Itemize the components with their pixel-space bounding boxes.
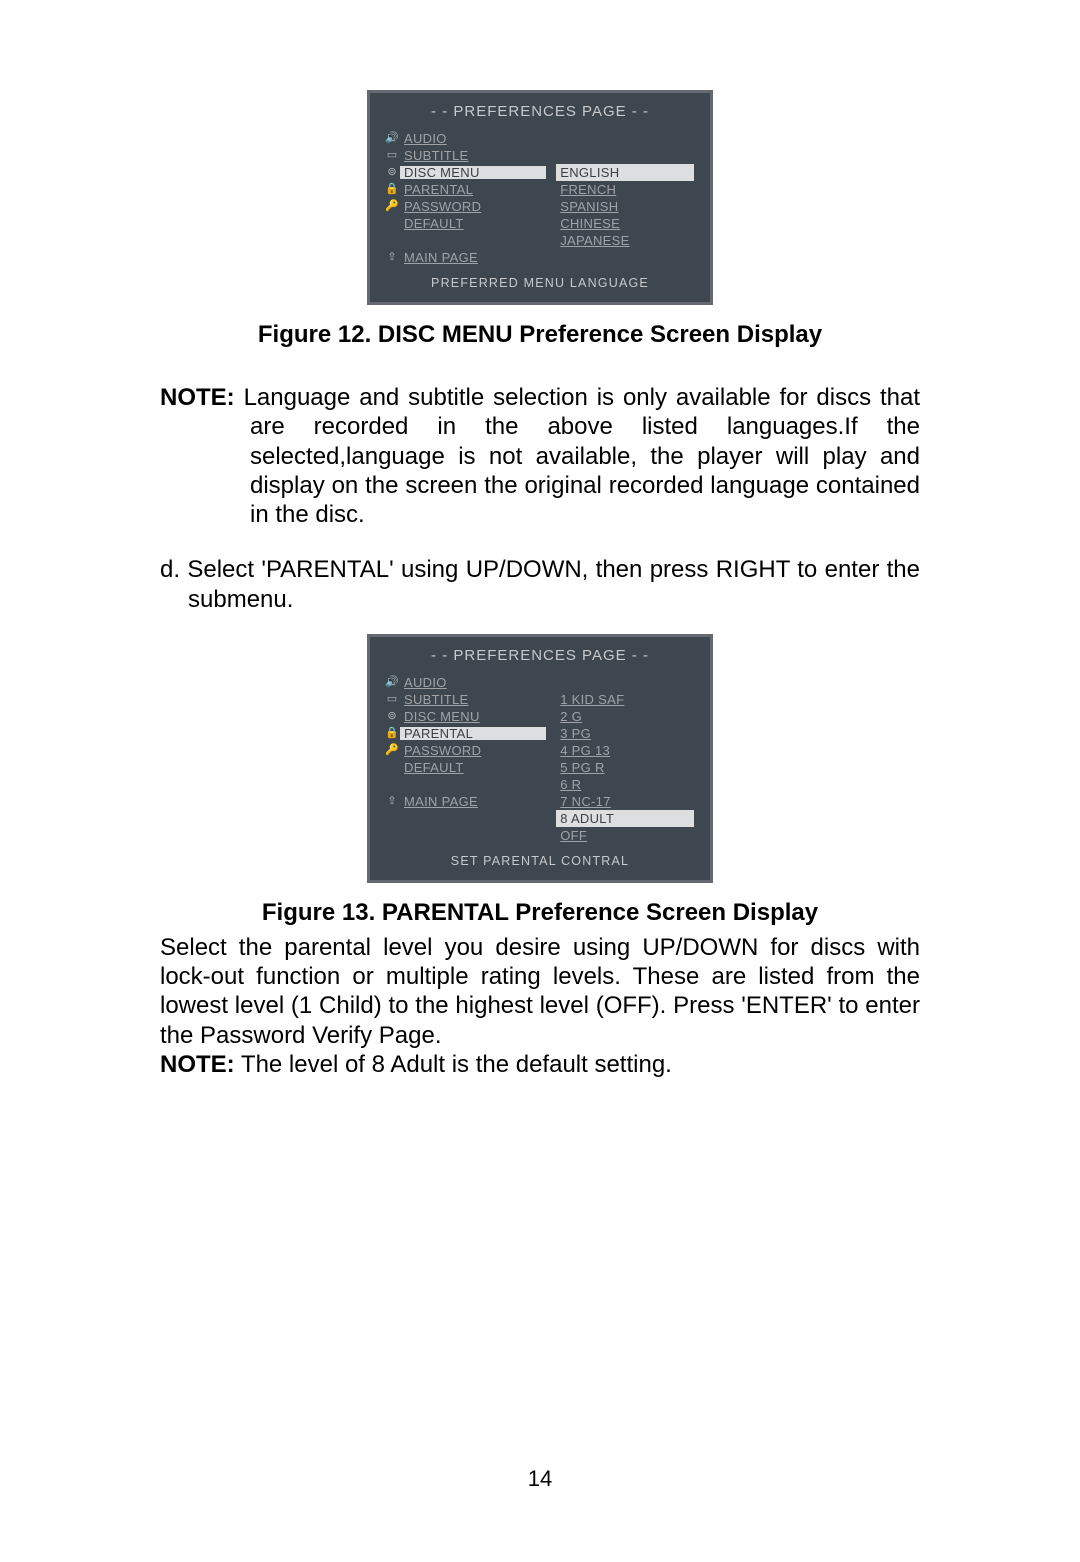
menu-option: 6 R bbox=[556, 776, 693, 793]
menu-item: 🔊AUDIO bbox=[384, 130, 546, 147]
blank-row bbox=[556, 130, 693, 147]
menu-option: 2 G bbox=[556, 708, 693, 725]
blank-row bbox=[384, 776, 546, 793]
menu-body: 🔊AUDIO▭SUBTITLE⊚DISC MENU🔒PARENTAL🔑PASSW… bbox=[380, 130, 700, 266]
menu-item: ⊚DISC MENU bbox=[384, 708, 546, 725]
menu-item-label: PARENTAL bbox=[400, 727, 546, 740]
up-arrow-icon: ⇧ bbox=[384, 795, 400, 808]
menu-item-label: AUDIO bbox=[400, 132, 546, 145]
blank-row bbox=[384, 232, 546, 249]
menu-option: SPANISH bbox=[556, 198, 693, 215]
menu-item-label: PASSWORD bbox=[400, 200, 546, 213]
menu-item: 🔒PARENTAL bbox=[384, 725, 546, 742]
menu-option: 3 PG bbox=[556, 725, 693, 742]
lock-icon: 🔒 bbox=[384, 183, 400, 196]
key-icon: 🔑 bbox=[384, 200, 400, 213]
menu-item: ⊚DISC MENU bbox=[384, 164, 546, 181]
main-page-item: ⇧MAIN PAGE bbox=[384, 249, 546, 266]
menu-item: ▭SUBTITLE bbox=[384, 691, 546, 708]
parental-body-text: Select the parental level you desire usi… bbox=[160, 933, 920, 1050]
subtitle-icon: ▭ bbox=[384, 149, 400, 162]
menu-right-column: ENGLISHFRENCHSPANISHCHINESEJAPANESE bbox=[556, 130, 693, 266]
menu-item-label: PASSWORD bbox=[400, 744, 546, 757]
menu-option: 7 NC-17 bbox=[556, 793, 693, 810]
lock-icon: 🔒 bbox=[384, 727, 400, 740]
menu-footer: PREFERRED MENU LANGUAGE bbox=[380, 276, 700, 290]
menu-option: 4 PG 13 bbox=[556, 742, 693, 759]
note-1-lead: NOTE: bbox=[160, 384, 235, 411]
menu-item-label: DISC MENU bbox=[400, 166, 546, 179]
parental-preference-screen: - - PREFERENCES PAGE - - 🔊AUDIO▭SUBTITLE… bbox=[367, 634, 713, 883]
menu-footer: SET PARENTAL CONTRAL bbox=[380, 854, 700, 868]
menu-item: 🔒PARENTAL bbox=[384, 181, 546, 198]
menu-left-column: 🔊AUDIO▭SUBTITLE⊚DISC MENU🔒PARENTAL🔑PASSW… bbox=[384, 674, 546, 844]
menu-item: 🔊AUDIO bbox=[384, 674, 546, 691]
menu-item: 🔑PASSWORD bbox=[384, 198, 546, 215]
menu-item: ▭SUBTITLE bbox=[384, 147, 546, 164]
menu-item-label: PARENTAL bbox=[400, 183, 546, 196]
disc-icon: ⊚ bbox=[384, 166, 400, 179]
figure-12-caption: Figure 12. DISC MENU Preference Screen D… bbox=[160, 321, 920, 349]
main-page-item: ⇧MAIN PAGE bbox=[384, 793, 546, 810]
main-page-label: MAIN PAGE bbox=[400, 251, 546, 264]
menu-item-label: SUBTITLE bbox=[400, 149, 546, 162]
menu-item: 🔑PASSWORD bbox=[384, 742, 546, 759]
page-number: 14 bbox=[0, 1466, 1080, 1492]
note-2-lead: NOTE: bbox=[160, 1051, 235, 1078]
menu-option: 8 ADULT bbox=[556, 810, 693, 827]
menu-option: 1 KID SAF bbox=[556, 691, 693, 708]
disc-icon: ⊚ bbox=[384, 710, 400, 723]
menu-option: JAPANESE bbox=[556, 232, 693, 249]
subtitle-icon: ▭ bbox=[384, 693, 400, 706]
menu-item-label: AUDIO bbox=[400, 676, 546, 689]
speaker-icon: 🔊 bbox=[384, 676, 400, 689]
note-1: NOTE: Language and subtitle selection is… bbox=[160, 383, 920, 529]
menu-item-label: SUBTITLE bbox=[400, 693, 546, 706]
up-arrow-icon: ⇧ bbox=[384, 251, 400, 264]
menu-item-label: DEFAULT bbox=[400, 217, 546, 230]
note-1-body: Language and subtitle selection is only … bbox=[235, 384, 920, 528]
menu-item-label: DEFAULT bbox=[400, 761, 546, 774]
note-2-body: The level of 8 Adult is the default sett… bbox=[235, 1051, 672, 1078]
menu-item: DEFAULT bbox=[384, 215, 546, 232]
speaker-icon: 🔊 bbox=[384, 132, 400, 145]
main-page-label: MAIN PAGE bbox=[400, 795, 546, 808]
menu-title: - - PREFERENCES PAGE - - bbox=[380, 647, 700, 664]
menu-body: 🔊AUDIO▭SUBTITLE⊚DISC MENU🔒PARENTAL🔑PASSW… bbox=[380, 674, 700, 844]
menu-item-label: DISC MENU bbox=[400, 710, 546, 723]
menu-item: DEFAULT bbox=[384, 759, 546, 776]
menu-option: ENGLISH bbox=[556, 164, 693, 181]
menu-option: OFF bbox=[556, 827, 693, 844]
key-icon: 🔑 bbox=[384, 744, 400, 757]
menu-option: 5 PG R bbox=[556, 759, 693, 776]
blank-row bbox=[556, 147, 693, 164]
disc-menu-preference-screen: - - PREFERENCES PAGE - - 🔊AUDIO▭SUBTITLE… bbox=[367, 90, 713, 305]
blank-row bbox=[556, 674, 693, 691]
step-d: d. Select 'PARENTAL' using UP/DOWN, then… bbox=[160, 555, 920, 614]
menu-option: CHINESE bbox=[556, 215, 693, 232]
figure-13-caption: Figure 13. PARENTAL Preference Screen Di… bbox=[160, 899, 920, 927]
note-2: NOTE: The level of 8 Adult is the defaul… bbox=[160, 1050, 920, 1079]
menu-right-column: 1 KID SAF2 G3 PG4 PG 135 PG R6 R7 NC-178… bbox=[556, 674, 693, 844]
menu-title: - - PREFERENCES PAGE - - bbox=[380, 103, 700, 120]
menu-option: FRENCH bbox=[556, 181, 693, 198]
menu-left-column: 🔊AUDIO▭SUBTITLE⊚DISC MENU🔒PARENTAL🔑PASSW… bbox=[384, 130, 546, 266]
